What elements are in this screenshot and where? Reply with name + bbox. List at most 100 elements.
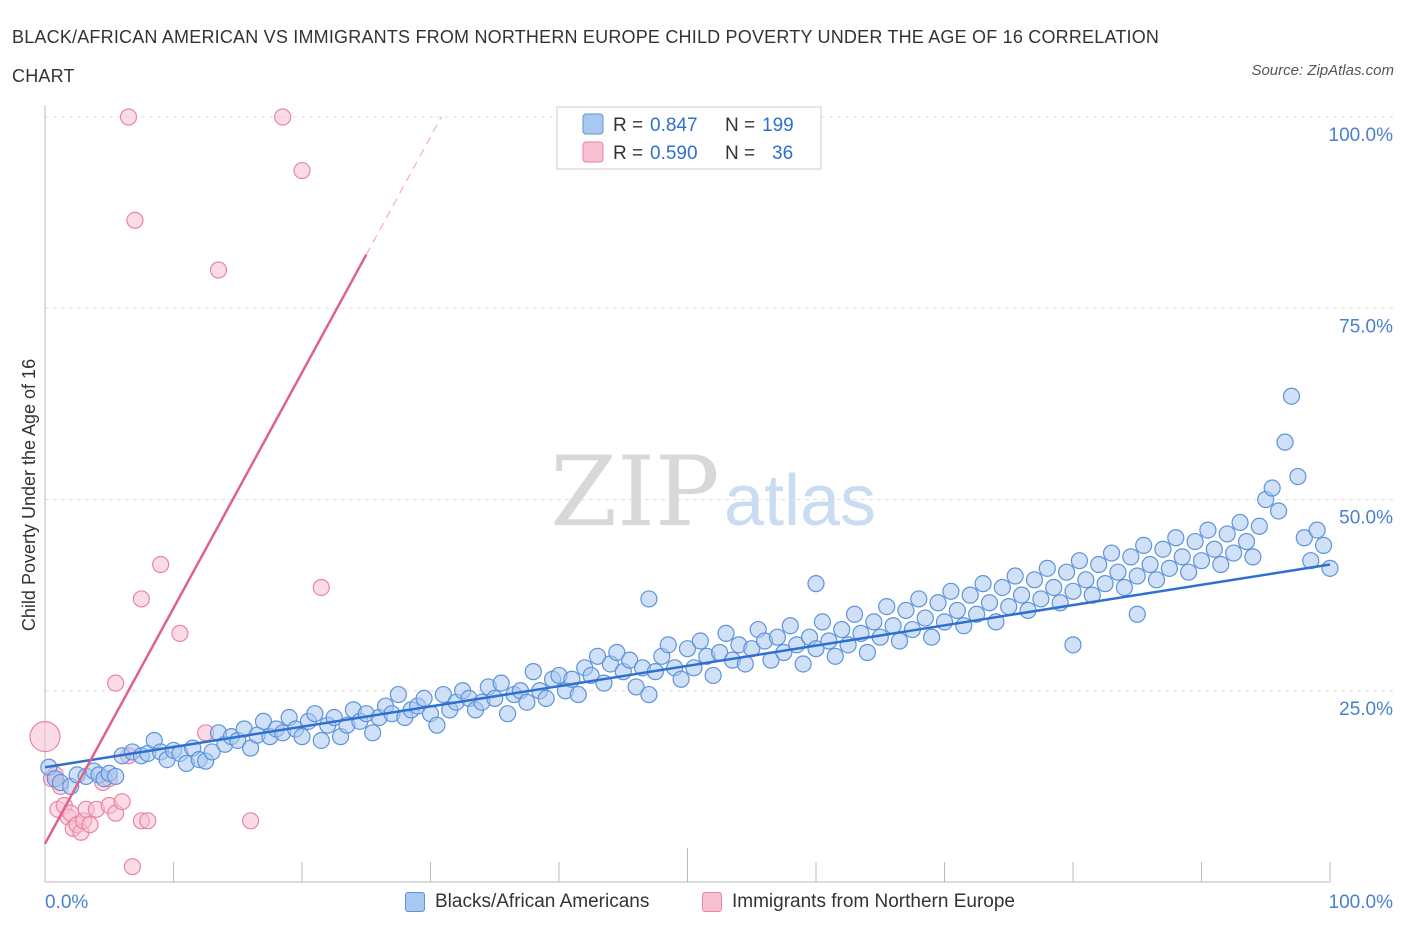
data-point-blacks [499,705,517,723]
x-tick-label-start: 0.0% [45,892,88,913]
y-axis-label: Child Poverty Under the Age of 16 [19,359,39,631]
n-label-1: N = [725,115,755,136]
data-point-blacks [518,693,536,711]
data-point-blacks [1102,544,1121,562]
data-point-immigrants [242,812,260,830]
data-point-blacks [678,640,697,658]
legend-label-blacks: Blacks/African Americans [435,891,650,912]
data-point-blacks [203,743,221,761]
stats-legend: R = 0.847 N = 199 R = 0.590 N = 36 [556,106,822,170]
legend-swatch-pink [582,141,604,163]
data-point-blacks [640,590,658,608]
data-point-blacks [1231,513,1249,532]
legend-label-immigrants: Immigrants from Northern Europe [732,891,1015,912]
data-point-blacks [910,590,928,608]
watermark: ZIP atlas [550,436,876,548]
data-point-immigrants [312,578,330,597]
data-point-blacks [1064,582,1082,600]
y-tick-label: 100.0% [1329,125,1394,146]
data-point-blacks [1237,532,1256,551]
data-point-blacks [1186,532,1204,551]
x-tick-label-end: 100.0% [1329,892,1394,913]
data-point-blacks [704,666,722,685]
data-point-blacks [608,643,626,662]
data-point-blacks [1064,636,1082,654]
data-point-blacks [1167,529,1185,547]
data-point-blacks [415,689,433,708]
data-point-blacks [1180,563,1198,581]
data-point-blacks [1122,548,1140,566]
data-point-blacks [845,605,864,623]
data-point-immigrants [139,812,157,830]
data-point-blacks [781,617,799,635]
data-point-blacks [588,647,607,665]
data-point-immigrants [209,261,228,279]
n-value-2: 36 [772,143,793,164]
data-point-blacks [1012,586,1031,604]
y-tick-label: 75.0% [1339,316,1393,337]
legend-item-immigrants[interactable]: Immigrants from Northern Europe [702,891,1015,913]
data-point-blacks [717,624,735,642]
data-point-blacks [1128,605,1146,623]
data-point-blacks [807,575,825,593]
r-label-1: R = [613,115,643,136]
data-point-blacks [1250,517,1268,535]
data-point-blacks [1000,597,1018,616]
data-point-immigrants [123,858,141,876]
n-value-1: 199 [762,115,794,136]
legend-item-blacks[interactable]: Blacks/African Americans [405,891,649,913]
data-point-blacks [1192,552,1211,570]
data-point-blacks [428,716,446,734]
data-point-blacks [961,586,979,604]
data-point-blacks [833,620,851,639]
data-point-blacks [993,578,1011,597]
data-point-blacks [1263,479,1281,497]
data-point-blacks [923,628,941,646]
data-point-blacks [1289,467,1307,486]
data-point-blacks [1295,529,1313,547]
data-point-blacks [434,685,452,704]
data-point-immigrants [81,816,99,834]
data-point-immigrants [126,211,144,229]
data-point-blacks [1205,540,1223,558]
data-point-blacks [364,724,382,742]
data-point-blacks [1128,567,1146,585]
data-point-immigrants [152,555,170,574]
data-point-blacks [974,575,992,593]
data-point-blacks [1314,536,1333,555]
data-point-blacks [820,632,838,650]
chart-title: BLACK/AFRICAN AMERICAN VS IMMIGRANTS FRO… [12,27,1160,86]
data-point-blacks [1218,525,1236,543]
data-point-blacks [890,632,909,650]
data-point-immigrants [132,590,150,608]
data-point-immigrants [107,674,125,692]
data-point-blacks [621,651,639,669]
data-point-blacks [813,613,832,631]
data-point-blacks [878,597,896,616]
data-point-blacks [1070,552,1089,570]
data-point-immigrants [293,161,311,180]
data-point-blacks [659,636,677,654]
data-point-blacks [1212,555,1230,574]
data-point-blacks [685,659,703,677]
data-point-blacks [948,601,966,620]
data-point-blacks [107,767,125,786]
r-label-2: R = [613,143,643,164]
data-point-blacks [929,594,947,612]
data-point-blacks [1090,555,1108,574]
data-point-blacks [627,678,645,696]
data-point-blacks [1038,559,1056,577]
data-point-blacks [569,685,587,704]
trend-line-blacks [44,563,1331,769]
data-point-blacks [865,613,883,631]
data-point-blacks [1147,571,1166,589]
data-point-blacks [897,601,915,620]
data-point-blacks [1199,521,1217,539]
data-point-blacks [1025,571,1044,589]
data-point-blacks [1032,590,1050,608]
data-point-blacks [1154,540,1172,558]
data-point-blacks [1160,559,1178,577]
data-point-blacks [492,674,510,692]
data-point-blacks [858,643,877,662]
